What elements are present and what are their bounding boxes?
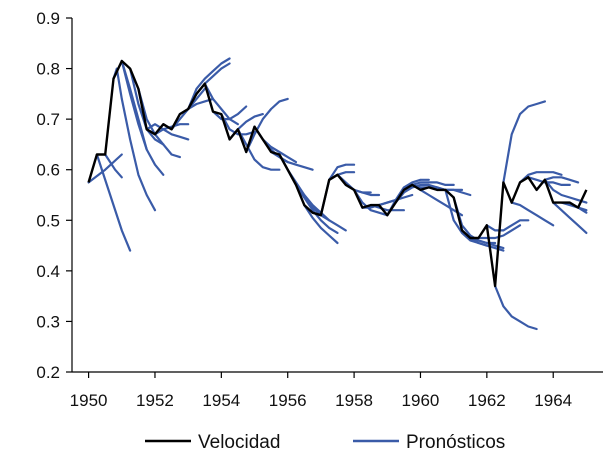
- legend-label-velocidad: Velocidad: [198, 432, 280, 453]
- forecast-line-40: [419, 188, 464, 217]
- forecast-line-22: [270, 150, 314, 171]
- velocidad-line: [87, 59, 588, 288]
- legend: Velocidad Pronósticos: [145, 432, 505, 453]
- forecast-line-0: [87, 153, 123, 184]
- x-tick-label: 1960: [402, 391, 440, 410]
- legend-label-pronosticos: Pronósticos: [406, 432, 505, 453]
- x-tick-label: 1952: [136, 391, 174, 410]
- forecast-line-7: [137, 87, 181, 159]
- x-tick-label: 1958: [335, 391, 373, 410]
- y-tick-label: 0.8: [36, 60, 60, 79]
- y-tick-label: 0.6: [36, 161, 60, 180]
- x-tick-label: 1962: [468, 391, 506, 410]
- forecast-line-21: [261, 138, 298, 164]
- forecast-line-52: [527, 176, 571, 186]
- forecast-line-51: [518, 171, 563, 184]
- forecast-line-19: [245, 97, 289, 154]
- x-tick-label: 1954: [202, 391, 240, 410]
- forecast-line-34: [369, 204, 405, 212]
- forecast-line-25: [294, 183, 339, 234]
- forecast-line-20: [253, 125, 289, 164]
- forecast-line-12: [187, 57, 231, 111]
- forecast-line-18: [236, 128, 281, 171]
- forecast-line-2: [104, 153, 123, 179]
- forecast-line-14: [203, 82, 239, 126]
- x-tick-label: 1964: [534, 391, 572, 410]
- forecast-line-3: [112, 67, 157, 212]
- y-tick-label: 0.4: [36, 262, 60, 281]
- y-tick-label: 0.2: [36, 363, 60, 382]
- forecast-line-15: [211, 105, 248, 121]
- x-tick-label: 1950: [70, 391, 108, 410]
- forecast-line-16: [220, 112, 256, 136]
- actual-series: [87, 59, 588, 288]
- y-tick-label: 0.7: [36, 110, 60, 129]
- forecast-line-48: [494, 284, 538, 331]
- x-tick-label: 1956: [269, 391, 307, 410]
- y-tick-label: 0.9: [36, 9, 60, 28]
- forecast-line-8: [145, 123, 190, 141]
- forecast-line-5: [120, 59, 148, 151]
- forecast-line-54: [543, 178, 588, 204]
- forecast-line-41: [427, 186, 472, 197]
- y-tick-label: 0.3: [36, 312, 60, 331]
- forecast-line-26: [303, 204, 339, 245]
- forecast-line-32: [353, 188, 389, 217]
- forecast-line-55: [552, 201, 588, 234]
- forecast-line-47: [485, 219, 530, 232]
- forecast-line-50: [510, 201, 555, 227]
- axes: 0.2 0.3 0.4 0.5 0.6 0.7 0.8 0.9 1950 1952 1954 1956…: [36, 9, 603, 410]
- forecast-line-9: [153, 123, 190, 136]
- forecast-line-49: [502, 100, 547, 184]
- y-tick-label: 0.5: [36, 211, 60, 230]
- forecast-series: [87, 57, 588, 331]
- forecast-line-1: [95, 153, 132, 252]
